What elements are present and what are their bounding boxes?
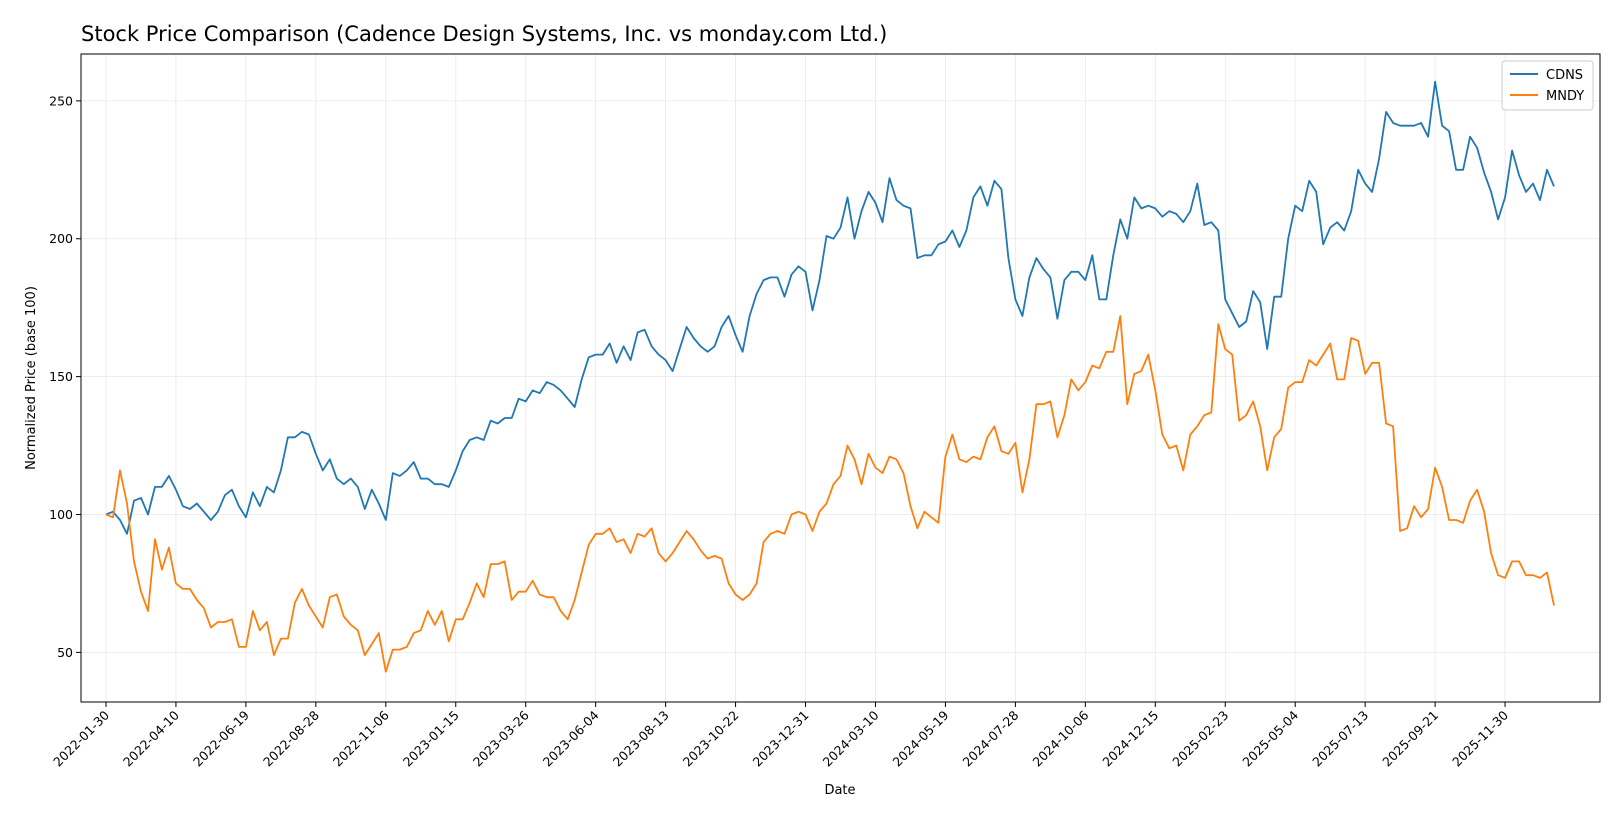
legend-label-cdns: CDNS	[1546, 68, 1583, 83]
y-tick-label: 250	[49, 93, 73, 108]
y-axis-label: Normalized Price (base 100)	[24, 286, 39, 470]
series-lines	[105, 80, 1555, 673]
plot-frame	[80, 53, 1601, 703]
legend-label-mndy: MNDY	[1546, 89, 1584, 104]
grid-lines	[81, 54, 1600, 702]
legend: CDNS MNDY	[1501, 60, 1594, 111]
y-tick-label: 200	[49, 231, 73, 246]
y-tick-label: 150	[49, 369, 73, 384]
chart-title: Stock Price Comparison (Cadence Design S…	[81, 22, 887, 46]
series-line-mndy	[105, 315, 1555, 673]
series-line-cdns	[105, 80, 1555, 535]
y-tick-label: 100	[49, 507, 73, 522]
y-axis: 50 100 150 200 250	[49, 93, 81, 660]
y-tick-label: 50	[57, 645, 73, 660]
x-axis-label: Date	[824, 783, 855, 798]
